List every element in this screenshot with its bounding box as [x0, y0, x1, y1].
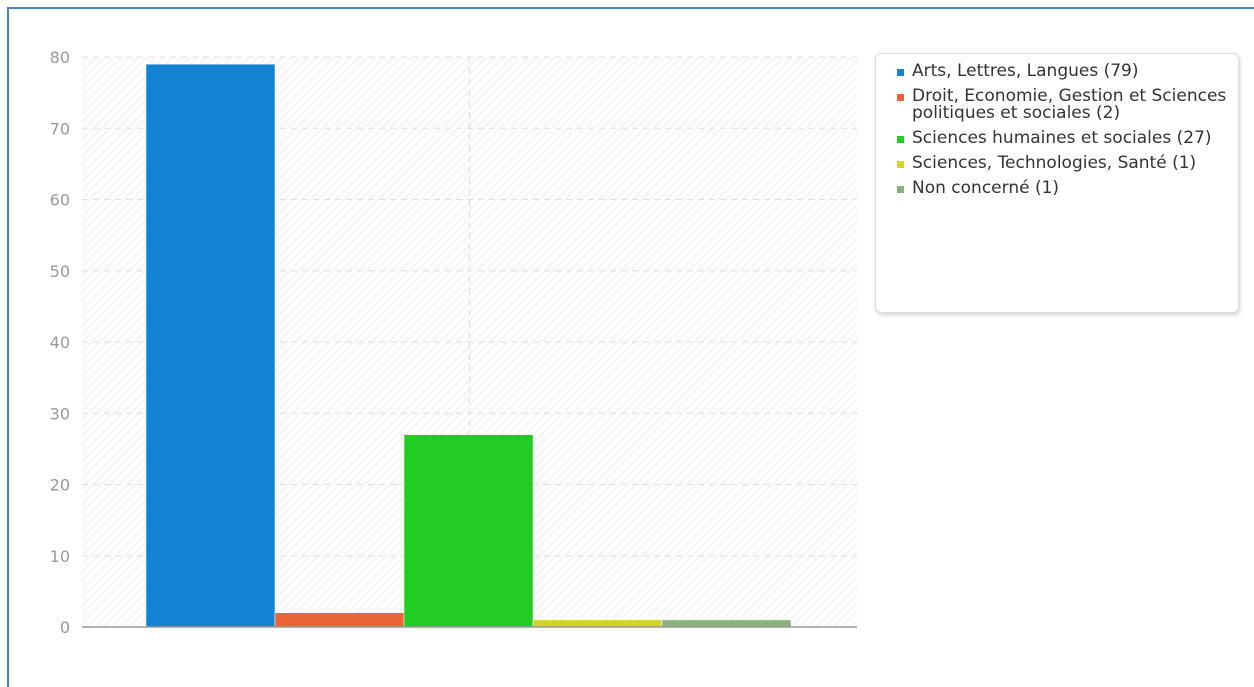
legend-swatch-2 [897, 136, 904, 143]
y-tick-label-50: 50 [50, 262, 70, 281]
bar-4[interactable] [661, 619, 792, 628]
legend-label-2: Sciences humaines et sociales (27) [912, 128, 1212, 148]
y-tick-label-20: 20 [50, 476, 70, 495]
legend: Arts, Lettres, Langues (79) Droit, Econom… [875, 53, 1239, 313]
y-tick-label-80: 80 [50, 48, 70, 67]
y-tick-label-10: 10 [50, 547, 70, 566]
legend-swatch-3 [897, 161, 904, 168]
legend-swatch-1 [897, 94, 904, 101]
legend-item-0[interactable]: Arts, Lettres, Langues (79) [888, 63, 1228, 80]
y-tick-label-40: 40 [50, 333, 70, 352]
y-tick-label-0: 0 [60, 618, 70, 637]
bar-chart: 0 10 20 30 40 50 60 70 80 [50, 48, 857, 637]
legend-item-4[interactable]: Non concerné (1) [888, 180, 1228, 197]
legend-label-0: Arts, Lettres, Langues (79) [912, 61, 1139, 81]
y-tick-label-30: 30 [50, 404, 70, 423]
bar-3[interactable] [532, 619, 663, 628]
legend-label-1: Droit, Economie, Gestion et Sciences pol… [912, 86, 1227, 123]
bar-1[interactable] [274, 612, 405, 628]
legend-item-3[interactable]: Sciences, Technologies, Santé (1) [888, 155, 1228, 172]
legend-item-2[interactable]: Sciences humaines et sociales (27) [888, 130, 1228, 147]
legend-swatch-4 [897, 186, 904, 193]
chart-frame [7, 7, 1254, 687]
legend-swatch-0 [897, 69, 904, 76]
y-tick-label-60: 60 [50, 191, 70, 210]
bar-0[interactable] [145, 63, 276, 628]
legend-label-3: Sciences, Technologies, Santé (1) [912, 153, 1197, 173]
legend-label-4: Non concerné (1) [912, 178, 1060, 198]
y-tick-label-70: 70 [50, 119, 70, 138]
bar-2[interactable] [403, 434, 534, 628]
legend-item-1[interactable]: Droit, Economie, Gestion et Sciences pol… [888, 88, 1228, 122]
